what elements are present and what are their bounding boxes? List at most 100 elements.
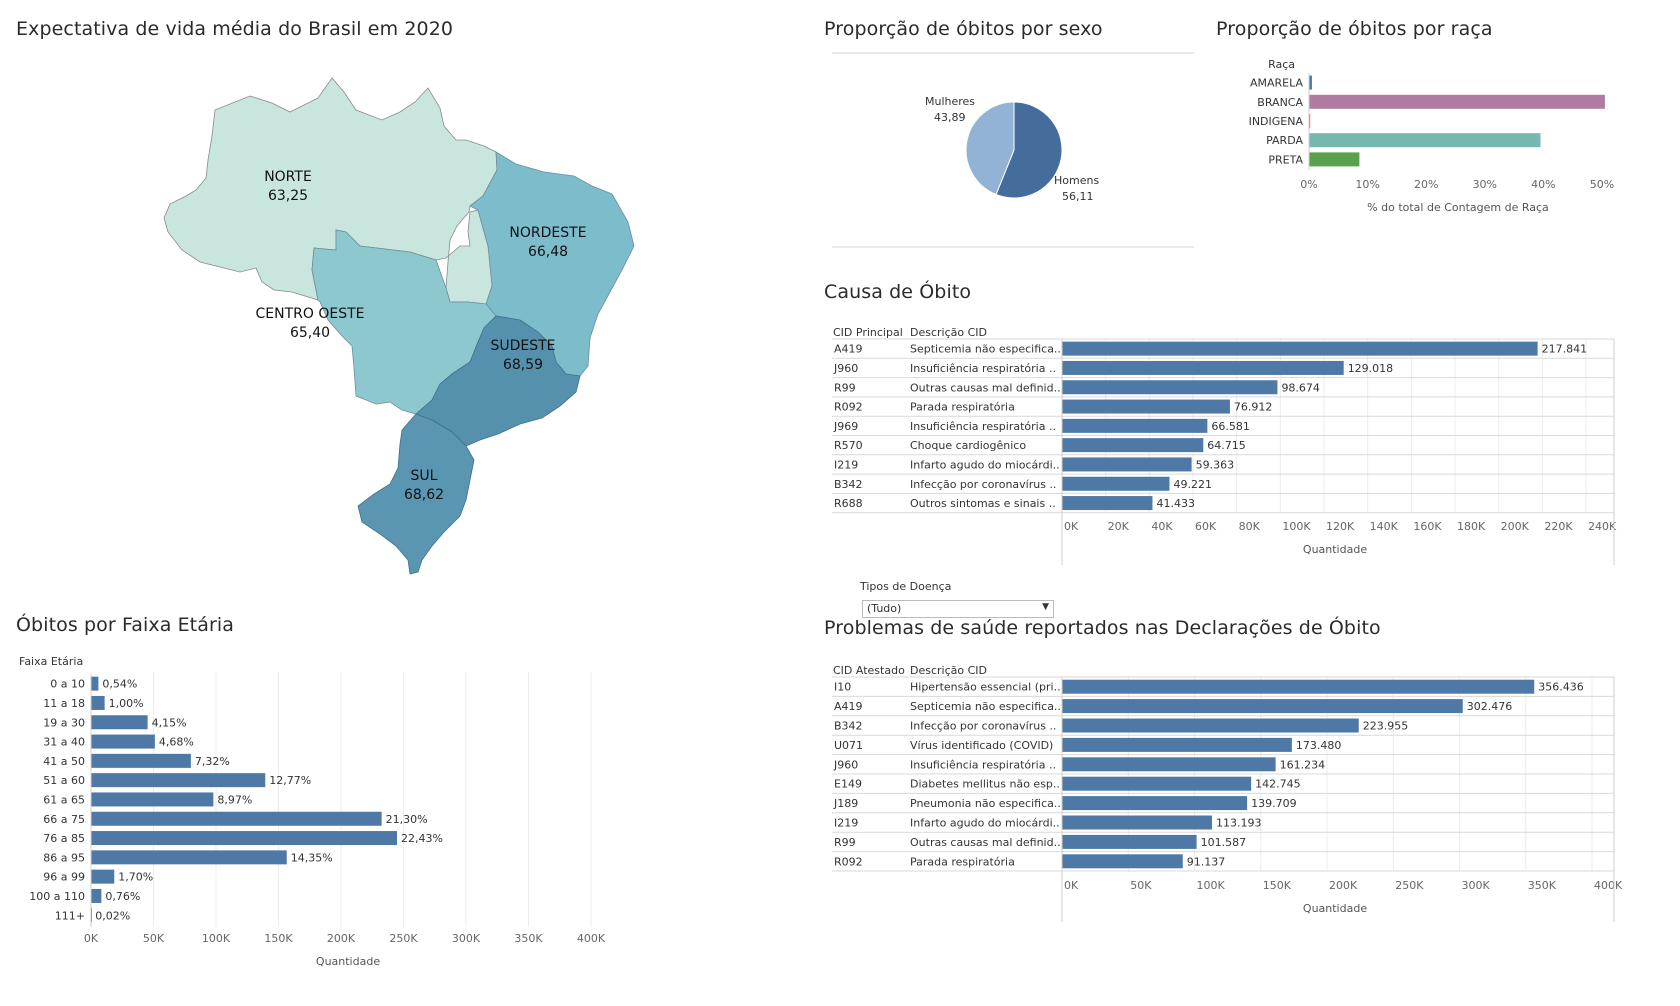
data-label: 41.433 — [1156, 497, 1195, 510]
row-code: U071 — [834, 739, 863, 752]
category-label: 31 a 40 — [43, 736, 85, 749]
bar — [91, 792, 214, 807]
sex-pie-chart: Homens 56,11 Mulheres 43,89 — [832, 52, 1194, 248]
data-label: 1,70% — [118, 871, 153, 884]
data-label: 113.193 — [1216, 817, 1262, 830]
row-description: Diabetes mellitus não esp.. — [910, 778, 1060, 791]
disease-type-dropdown[interactable]: (Tudo) ▼ — [862, 600, 1054, 618]
data-label: 14,35% — [291, 851, 333, 864]
x-tick-label: 60K — [1195, 520, 1217, 533]
cause-chart-title: Causa de Óbito — [824, 281, 972, 303]
bar — [1062, 360, 1344, 375]
category-label: 111+ — [55, 909, 85, 922]
data-label: 91.137 — [1187, 855, 1226, 868]
brazil-map: NORTE 63,25 NORDESTE 66,48 CENTRO OESTE 65,40… — [163, 77, 635, 575]
data-label: 49.221 — [1173, 478, 1212, 491]
race-bar-chart: Raça AMARELA BRANCA INDIGENA PARDA PRETA 0% 10%… — [1249, 58, 1615, 214]
x-tick-label: 0K — [1064, 520, 1079, 533]
x-tick-label: 350K — [514, 932, 543, 945]
row-code: A419 — [834, 700, 863, 713]
x-tick-label: 100K — [1282, 520, 1311, 533]
map-region-sul[interactable] — [357, 413, 475, 575]
data-label: 4,68% — [159, 736, 194, 749]
x-tick-label: 250K — [389, 932, 418, 945]
row-code: R99 — [834, 381, 856, 394]
bar — [1062, 718, 1359, 733]
bar — [1062, 457, 1192, 472]
row-code: A419 — [834, 343, 863, 356]
x-tick-label: 120K — [1326, 520, 1355, 533]
x-tick-label: 250K — [1395, 879, 1424, 892]
bar — [91, 888, 102, 903]
map-region-sudeste[interactable] — [415, 315, 581, 447]
row-header: Faixa Etária — [19, 655, 83, 668]
x-tick-label: 0K — [1064, 879, 1079, 892]
x-axis-label: % do total de Contagem de Raça — [1367, 201, 1549, 214]
x-axis-label: Quantidade — [316, 955, 380, 968]
category-label: 86 a 95 — [43, 851, 85, 864]
bar — [1062, 737, 1292, 752]
chevron-down-icon: ▼ — [1042, 602, 1049, 612]
row-description: Septicemia não especifica.. — [910, 343, 1061, 356]
bar — [1062, 815, 1212, 830]
data-label: 0,02% — [95, 909, 130, 922]
x-tick-label: 50K — [143, 932, 165, 945]
x-tick-label: 80K — [1239, 520, 1261, 533]
map-label-value: 68,59 — [503, 357, 543, 373]
row-description: Insuficiência respiratória .. — [910, 362, 1056, 375]
x-tick-label: 20% — [1414, 178, 1438, 191]
x-tick-label: 10% — [1355, 178, 1379, 191]
data-label: 21,30% — [386, 813, 428, 826]
bar — [1062, 418, 1208, 433]
category-label: PARDA — [1266, 134, 1303, 147]
row-code: R092 — [834, 855, 863, 868]
category-label: PRETA — [1268, 153, 1303, 166]
row-code: J189 — [833, 797, 858, 810]
map-label-value: 68,62 — [404, 487, 444, 503]
data-label: 22,43% — [401, 832, 443, 845]
category-label: BRANCA — [1257, 96, 1303, 109]
x-tick-label: 240K — [1588, 520, 1617, 533]
map-title: Expectativa de vida média do Brasil em 2… — [16, 18, 454, 40]
bar — [91, 753, 191, 768]
data-label: 223.955 — [1363, 720, 1409, 733]
x-axis-label: Quantidade — [1303, 902, 1367, 915]
data-label: 4,15% — [152, 716, 187, 729]
data-label: 8,97% — [217, 793, 252, 806]
data-label: 0,76% — [105, 890, 140, 903]
row-description: Insuficiência respiratória .. — [910, 420, 1056, 433]
x-tick-label: 220K — [1544, 520, 1573, 533]
row-description: Vírus identificado (COVID) — [910, 739, 1053, 752]
map-label-region: SUDESTE — [490, 338, 555, 354]
column-header: CID Atestado — [833, 664, 905, 677]
column-header: Descrição CID — [910, 326, 987, 339]
pie-label-name: Homens — [1054, 174, 1099, 187]
bar — [1062, 834, 1197, 849]
bar — [91, 734, 155, 749]
bar — [91, 715, 148, 730]
x-tick-label: 0% — [1300, 178, 1317, 191]
bar — [1062, 496, 1153, 511]
x-tick-label: 30% — [1473, 178, 1497, 191]
row-code: I10 — [834, 681, 851, 694]
map-label-value: 65,40 — [290, 325, 330, 341]
race-chart-title: Proporção de óbitos por raça — [1216, 18, 1493, 40]
data-label: 139.709 — [1251, 797, 1297, 810]
data-label: 66.581 — [1211, 420, 1250, 433]
category-label: 76 a 85 — [43, 832, 85, 845]
row-code: I219 — [834, 817, 858, 830]
x-tick-label: 140K — [1370, 520, 1399, 533]
bar — [1062, 341, 1538, 356]
x-tick-label: 400K — [1594, 879, 1623, 892]
bar — [91, 773, 266, 788]
data-label: 129.018 — [1348, 362, 1394, 375]
filter-label: Tipos de Doença — [860, 580, 952, 593]
row-code: R99 — [834, 836, 856, 849]
bar — [91, 676, 99, 691]
row-code: I219 — [834, 458, 858, 471]
map-label-region: NORDESTE — [509, 225, 586, 241]
bar — [1309, 75, 1312, 90]
x-tick-label: 50K — [1130, 879, 1152, 892]
data-label: 101.587 — [1201, 836, 1247, 849]
bar — [1309, 114, 1311, 128]
